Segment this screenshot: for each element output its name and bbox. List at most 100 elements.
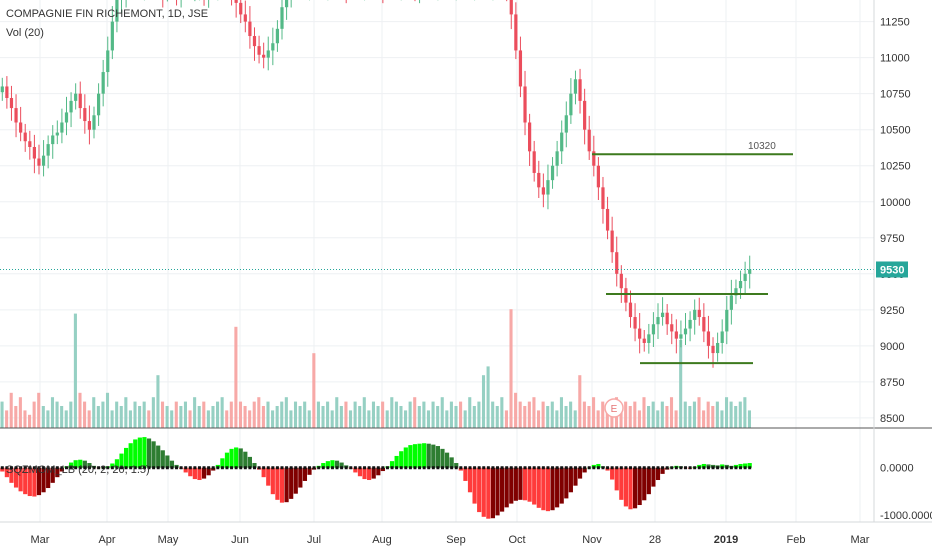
squeeze-dot — [294, 466, 298, 470]
volume-bar — [702, 410, 706, 428]
volume-bar — [138, 406, 142, 428]
squeeze-dot — [523, 466, 527, 470]
squeeze-dot — [87, 466, 91, 470]
momentum-bar — [435, 446, 440, 468]
time-tick-label: Feb — [787, 534, 806, 546]
price-tick-label: 8750 — [880, 377, 904, 389]
momentum-bar — [582, 467, 587, 473]
momentum-bar — [224, 452, 230, 468]
grid-layer — [0, 0, 874, 522]
momentum-bar — [289, 467, 294, 499]
momentum-bar — [720, 464, 725, 468]
momentum-bar — [78, 459, 83, 468]
candle-body — [28, 141, 32, 147]
momentum-bar — [234, 447, 239, 468]
squeeze-dot — [518, 466, 522, 470]
momentum-bar — [206, 467, 211, 476]
momentum-bar — [472, 467, 477, 504]
candle-body — [697, 309, 701, 318]
squeeze-dot — [101, 466, 105, 470]
momentum-bar — [412, 444, 418, 468]
momentum-bar — [9, 467, 14, 483]
price-tick-label: 10250 — [880, 161, 911, 173]
momentum-bar — [68, 462, 74, 468]
momentum-bar — [596, 463, 601, 468]
momentum-bar — [500, 467, 505, 512]
volume-bar — [289, 410, 293, 428]
candle-body — [693, 309, 697, 320]
momentum-bar — [32, 467, 37, 497]
squeeze-dot — [509, 466, 513, 470]
candle-body — [23, 132, 27, 142]
candle-body — [92, 115, 96, 130]
squeeze-dot — [633, 466, 637, 470]
squeeze-dot — [257, 466, 261, 470]
volume-bar — [436, 406, 440, 428]
squeeze-dot — [619, 466, 623, 470]
squeeze-dot — [83, 466, 87, 470]
volume-label: Vol (20) — [6, 27, 44, 39]
candle-body — [555, 151, 559, 166]
squeeze-dot — [367, 466, 371, 470]
squeeze-dot — [445, 466, 449, 470]
volume-bar — [592, 397, 596, 428]
momentum-bar — [357, 467, 363, 477]
squeeze-dot — [372, 466, 376, 470]
marker-layer: E — [604, 398, 624, 418]
candle-body — [610, 230, 614, 253]
volume-bar — [633, 401, 637, 428]
volume-bar — [724, 397, 729, 428]
volume-bar — [413, 397, 417, 428]
momentum-bar — [334, 460, 340, 468]
squeeze-dot — [399, 466, 403, 470]
volume-bar — [674, 410, 678, 428]
candle-body — [248, 21, 252, 37]
momentum-bar — [389, 461, 395, 468]
candle-body — [647, 334, 651, 343]
squeeze-dot — [124, 466, 128, 470]
level-label: 10320 — [748, 141, 776, 152]
squeeze-dot — [230, 466, 234, 470]
volume-bar — [601, 401, 605, 428]
volume-bar — [697, 397, 701, 428]
squeeze-dot — [583, 466, 587, 470]
volume-bar — [729, 401, 733, 428]
time-tick-label: Apr — [98, 534, 115, 546]
momentum-bar — [463, 467, 468, 481]
momentum-bar — [59, 467, 64, 472]
momentum-bar — [619, 467, 624, 500]
candle-body — [5, 86, 9, 98]
squeeze-dot — [541, 466, 545, 470]
momentum-bar — [279, 467, 285, 503]
momentum-bar — [169, 460, 175, 468]
momentum-bar — [50, 467, 55, 483]
candle-body — [748, 269, 752, 274]
squeeze-dot — [413, 466, 417, 470]
squeeze-dot — [115, 466, 119, 470]
squeeze-dot — [289, 466, 293, 470]
volume-bar — [569, 401, 573, 428]
volume-bar — [344, 401, 348, 428]
squeeze-dot — [564, 466, 568, 470]
momentum-bar — [614, 467, 619, 491]
volume-bar — [711, 406, 715, 428]
price-tick-label: 9750 — [880, 233, 904, 245]
candle-body — [509, 0, 513, 15]
momentum-bar — [380, 467, 385, 472]
candle-body — [41, 155, 46, 166]
volume-bar — [165, 406, 169, 428]
momentum-bar — [119, 453, 124, 468]
volume-bar — [18, 397, 22, 428]
momentum-bar — [151, 441, 156, 468]
momentum-bar — [481, 467, 486, 517]
momentum-bar — [133, 439, 138, 468]
candle-body — [596, 165, 600, 188]
squeeze-dot — [624, 466, 628, 470]
momentum-bar — [188, 467, 193, 477]
candle-body — [706, 331, 711, 346]
momentum-bar — [440, 448, 445, 468]
indicator-label: SQZMOM_LB (20, 2, 20, 1.5) — [6, 464, 150, 476]
momentum-bar — [27, 467, 32, 497]
